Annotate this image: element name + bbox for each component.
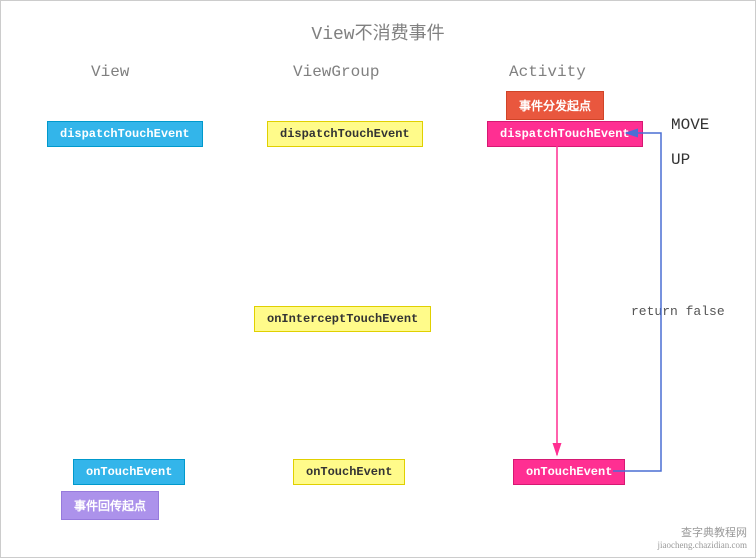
watermark-line2: jiaocheng.chazidian.com [658, 540, 747, 551]
watermark: 查字典教程网 jiaocheng.chazidian.com [658, 527, 747, 551]
watermark-line1: 查字典教程网 [658, 527, 747, 540]
node-viewgroup-dispatch: dispatchTouchEvent [267, 121, 423, 147]
node-activity-ontouch: onTouchEvent [513, 459, 625, 485]
column-header-activity: Activity [509, 63, 586, 81]
node-viewgroup-intercept: onInterceptTouchEvent [254, 306, 431, 332]
node-activity-dispatch: dispatchTouchEvent [487, 121, 643, 147]
label-move: MOVE [671, 116, 709, 134]
node-viewgroup-ontouch: onTouchEvent [293, 459, 405, 485]
column-header-viewgroup: ViewGroup [293, 63, 379, 81]
arrow-return-up [613, 133, 661, 471]
column-header-view: View [91, 63, 129, 81]
node-view-dispatch: dispatchTouchEvent [47, 121, 203, 147]
diagram-title: View不消费事件 [1, 19, 755, 45]
node-dispatch-start: 事件分发起点 [506, 91, 604, 120]
node-return-start: 事件回传起点 [61, 491, 159, 520]
node-view-ontouch: onTouchEvent [73, 459, 185, 485]
label-up: UP [671, 151, 690, 169]
edge-label-return-false: return false [631, 304, 725, 319]
